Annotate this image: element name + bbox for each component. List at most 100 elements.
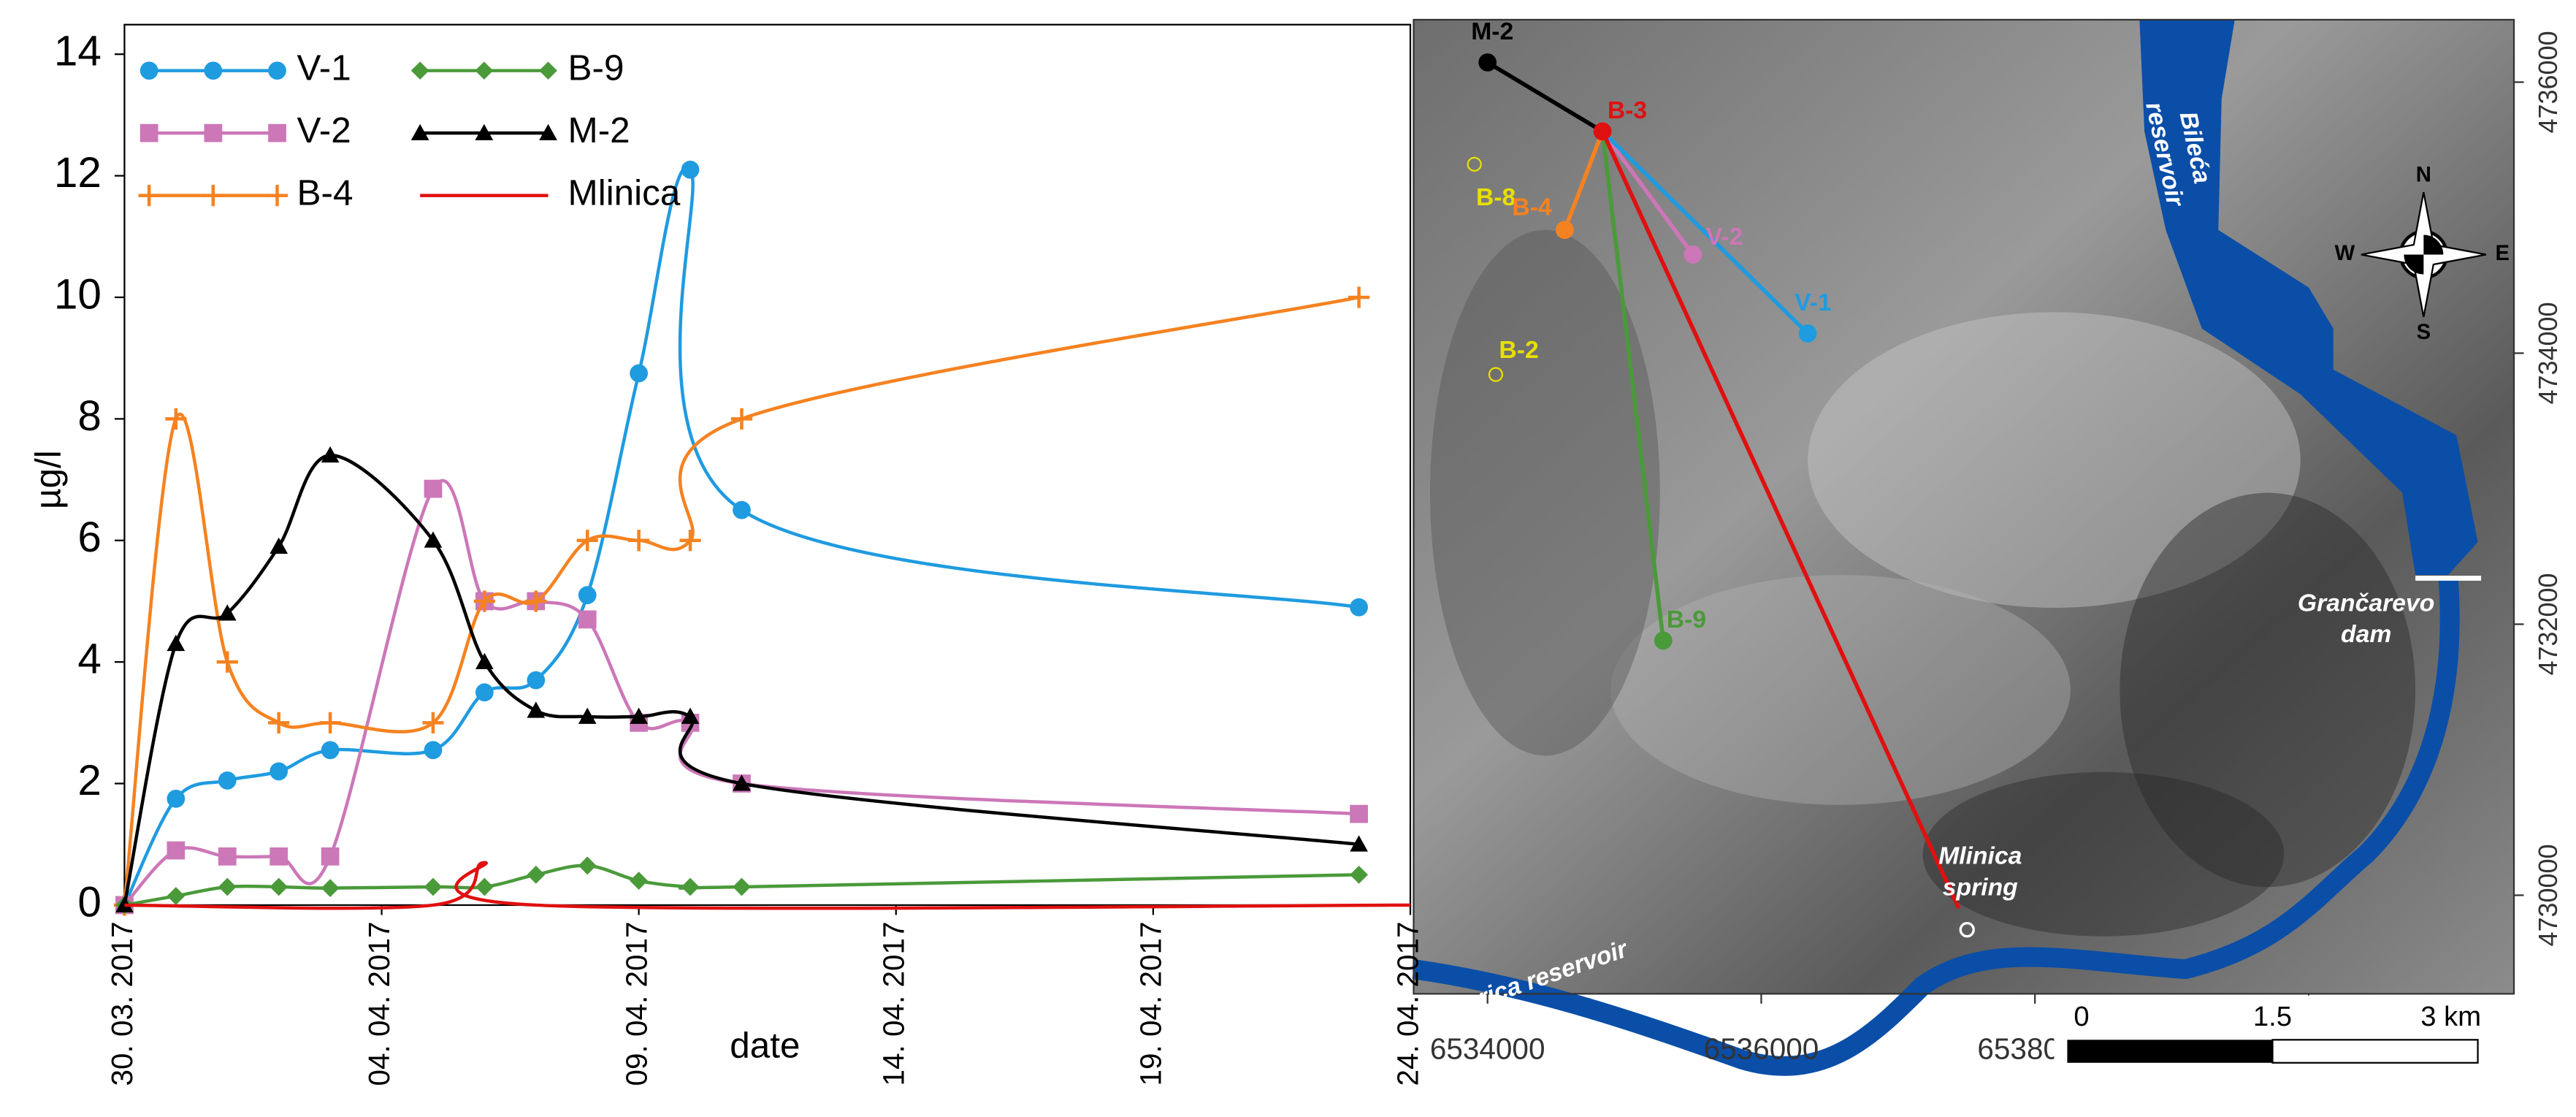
y-axis-label: µg/l <box>28 450 68 509</box>
legend-label: M-2 <box>568 110 630 150</box>
site <box>1800 325 1816 341</box>
map-y-tick-label: 4734000 <box>2533 302 2563 404</box>
marker <box>1348 286 1369 308</box>
marker <box>628 530 649 551</box>
legend-marker <box>204 124 222 142</box>
marker <box>475 683 494 701</box>
marker <box>218 771 237 790</box>
marker <box>268 712 289 733</box>
plot-frame <box>124 25 1410 905</box>
legend-marker <box>204 61 222 80</box>
scale-label: 0 <box>2074 1001 2089 1032</box>
series-line <box>124 167 1358 905</box>
place-label: Mlinica <box>1938 842 2022 870</box>
site-label: V-1 <box>1795 289 1832 316</box>
legend-marker <box>140 124 158 142</box>
legend-marker <box>268 124 286 142</box>
compass-label: S <box>2417 321 2431 344</box>
y-tick-label: 8 <box>77 392 102 440</box>
legend-label: V-2 <box>297 110 351 150</box>
series-line <box>124 455 1358 905</box>
marker <box>167 887 185 905</box>
site-label: B-8 <box>1476 183 1516 211</box>
marker <box>681 878 700 896</box>
x-tick-label: 24. 04. 2017 <box>1391 921 1425 1086</box>
marker <box>270 878 288 896</box>
marker <box>731 408 752 430</box>
legend-marker <box>411 61 429 80</box>
site <box>1594 123 1610 140</box>
marker <box>630 365 648 383</box>
scale-label: 1.5 <box>2253 1001 2292 1032</box>
site <box>1479 54 1495 70</box>
marker <box>321 741 340 759</box>
marker <box>218 847 237 866</box>
site-label: V-2 <box>1706 223 1743 251</box>
x-tick-label: 19. 04. 2017 <box>1134 921 1168 1086</box>
marker <box>630 872 648 890</box>
legend-marker <box>475 61 493 80</box>
site <box>1685 246 1701 262</box>
place-label: dam <box>2341 620 2391 648</box>
map-x-tick-label: 6536000 <box>1704 1032 1819 1066</box>
compass-label: W <box>2335 242 2355 265</box>
legend-marker <box>140 61 158 80</box>
scale-bar-black <box>2067 1040 2272 1062</box>
marker <box>217 652 238 673</box>
legend-marker <box>268 61 286 80</box>
series-line <box>124 297 1358 905</box>
scale-label: 3 km <box>2420 1001 2481 1032</box>
marker <box>424 878 443 896</box>
legend-marker <box>267 185 288 206</box>
x-tick-label: 14. 04. 2017 <box>876 921 910 1086</box>
marker <box>578 586 597 604</box>
legend-label: B-4 <box>297 173 353 213</box>
map-y-tick-label: 4732000 <box>2533 573 2563 675</box>
site-label: B-4 <box>1512 193 1552 221</box>
y-tick-label: 14 <box>54 28 102 75</box>
map-x-tick-label: 6534000 <box>1430 1032 1545 1066</box>
y-tick-label: 2 <box>77 757 102 804</box>
y-tick-label: 0 <box>77 878 102 926</box>
marker <box>270 847 288 866</box>
marker <box>167 842 185 860</box>
place-label: spring <box>1943 873 2018 901</box>
marker <box>424 741 443 759</box>
marker <box>527 701 545 717</box>
marker <box>167 790 185 808</box>
marker <box>321 847 340 866</box>
marker <box>1350 598 1368 617</box>
map-background <box>1414 20 2515 1066</box>
marker <box>475 878 494 896</box>
legend-label: B-9 <box>568 48 624 88</box>
site-label: B-2 <box>1499 336 1538 364</box>
y-tick-label: 12 <box>54 149 102 197</box>
y-tick-label: 10 <box>54 270 102 318</box>
marker <box>475 653 494 669</box>
y-tick-label: 4 <box>77 636 102 683</box>
legend-marker <box>202 185 223 206</box>
marker <box>527 671 545 690</box>
legend-label: Mlinica <box>568 173 681 213</box>
marker <box>1350 805 1368 823</box>
x-tick-label: 09. 04. 2017 <box>619 921 653 1086</box>
site-label: B-3 <box>1608 96 1647 124</box>
legend-label: V-1 <box>297 48 351 88</box>
marker <box>218 878 237 896</box>
marker <box>270 538 288 554</box>
marker <box>578 856 597 874</box>
legend-marker <box>539 61 557 80</box>
site-label: M-2 <box>1471 18 1513 45</box>
marker <box>424 480 443 498</box>
map-y-tick-label: 4736000 <box>2533 31 2563 133</box>
marker <box>319 712 340 733</box>
y-tick-label: 6 <box>77 514 102 561</box>
marker <box>578 611 597 629</box>
map-y-tick-label: 4730000 <box>2533 844 2563 946</box>
x-axis-label: date <box>730 1026 800 1066</box>
marker <box>167 635 185 651</box>
marker <box>321 879 340 897</box>
x-tick-label: 30. 03. 2017 <box>105 921 139 1086</box>
marker <box>527 866 545 884</box>
marker <box>270 763 288 781</box>
